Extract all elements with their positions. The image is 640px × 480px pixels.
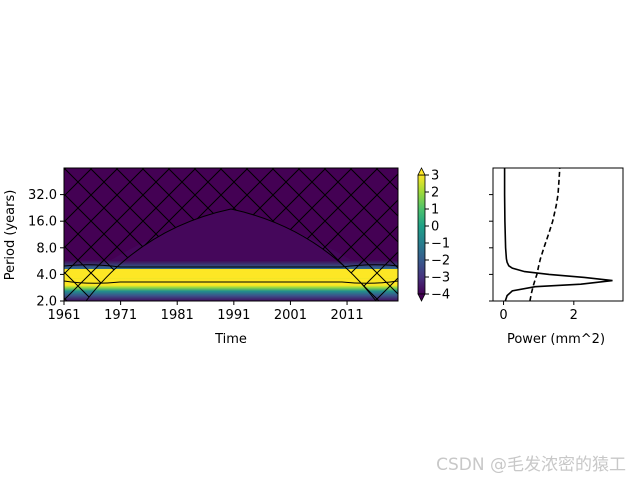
- x-tick-label: 1991: [217, 308, 250, 323]
- y-tick-label: 8.0: [36, 241, 57, 256]
- power-x-tick-label: 0: [499, 308, 507, 323]
- y-axis-label: Period (years): [3, 190, 18, 281]
- power-y-ticks: [489, 194, 493, 302]
- colorbar-tick-label: −1: [431, 237, 450, 252]
- wavelet-panel: 1961 1971 1981 1991 2001 2011 2.0 4.0 8.0 16.0 32…: [3, 167, 399, 347]
- colorbar-tick-label: −2: [431, 254, 450, 269]
- colorbar-tick-label: −4: [431, 288, 450, 303]
- colorbar-tick-label: 0: [431, 220, 439, 235]
- power-x-axis-label: Power (mm^2): [507, 332, 605, 347]
- power-lines: [503, 167, 613, 302]
- power-axes-frame: [492, 167, 624, 302]
- y-axis-ticks: 2.0 4.0 8.0 16.0 32.0: [28, 188, 64, 310]
- colorbar-tick-label: 3: [431, 169, 439, 184]
- x-axis-ticks: 1961 1971 1981 1991 2001 2011: [47, 301, 364, 323]
- y-tick-label: 32.0: [28, 188, 57, 203]
- colorbar: 3 2 1 0 −1 −2 −3 −4: [417, 167, 450, 303]
- colorbar-extend-bottom: [417, 293, 426, 302]
- wavelet-axes-frame: [63, 167, 399, 302]
- y-tick-label: 16.0: [28, 215, 57, 230]
- y-tick-label: 4.0: [36, 268, 57, 283]
- x-tick-label: 1981: [161, 308, 194, 323]
- colorbar-tick-label: 1: [431, 203, 439, 218]
- coi-hatch-region: [64, 168, 398, 301]
- x-tick-label: 1971: [104, 308, 137, 323]
- y-tick-label: 2.0: [36, 295, 57, 310]
- x-tick-label: 2011: [331, 308, 364, 323]
- x-tick-label: 2001: [274, 308, 307, 323]
- x-axis-label: Time: [214, 332, 247, 347]
- significance-power-line: [529, 167, 561, 302]
- colorbar-tick-label: −3: [431, 271, 450, 286]
- global-power-line: [503, 168, 613, 302]
- power-x-tick-label: 2: [570, 308, 578, 323]
- significance-contour: [64, 264, 398, 284]
- watermark: CSDN @毛发浓密的猿工: [436, 455, 626, 475]
- colorbar-extend-top: [417, 167, 426, 176]
- coi-boundary-line: [85, 208, 377, 301]
- colorbar-gradient: [417, 174, 426, 295]
- power-band-core: [64, 269, 398, 278]
- colorbar-tick-label: 2: [431, 186, 439, 201]
- colorbar-ticks: 3 2 1 0 −1 −2 −3 −4: [425, 169, 450, 303]
- x-tick-label: 1961: [47, 308, 80, 323]
